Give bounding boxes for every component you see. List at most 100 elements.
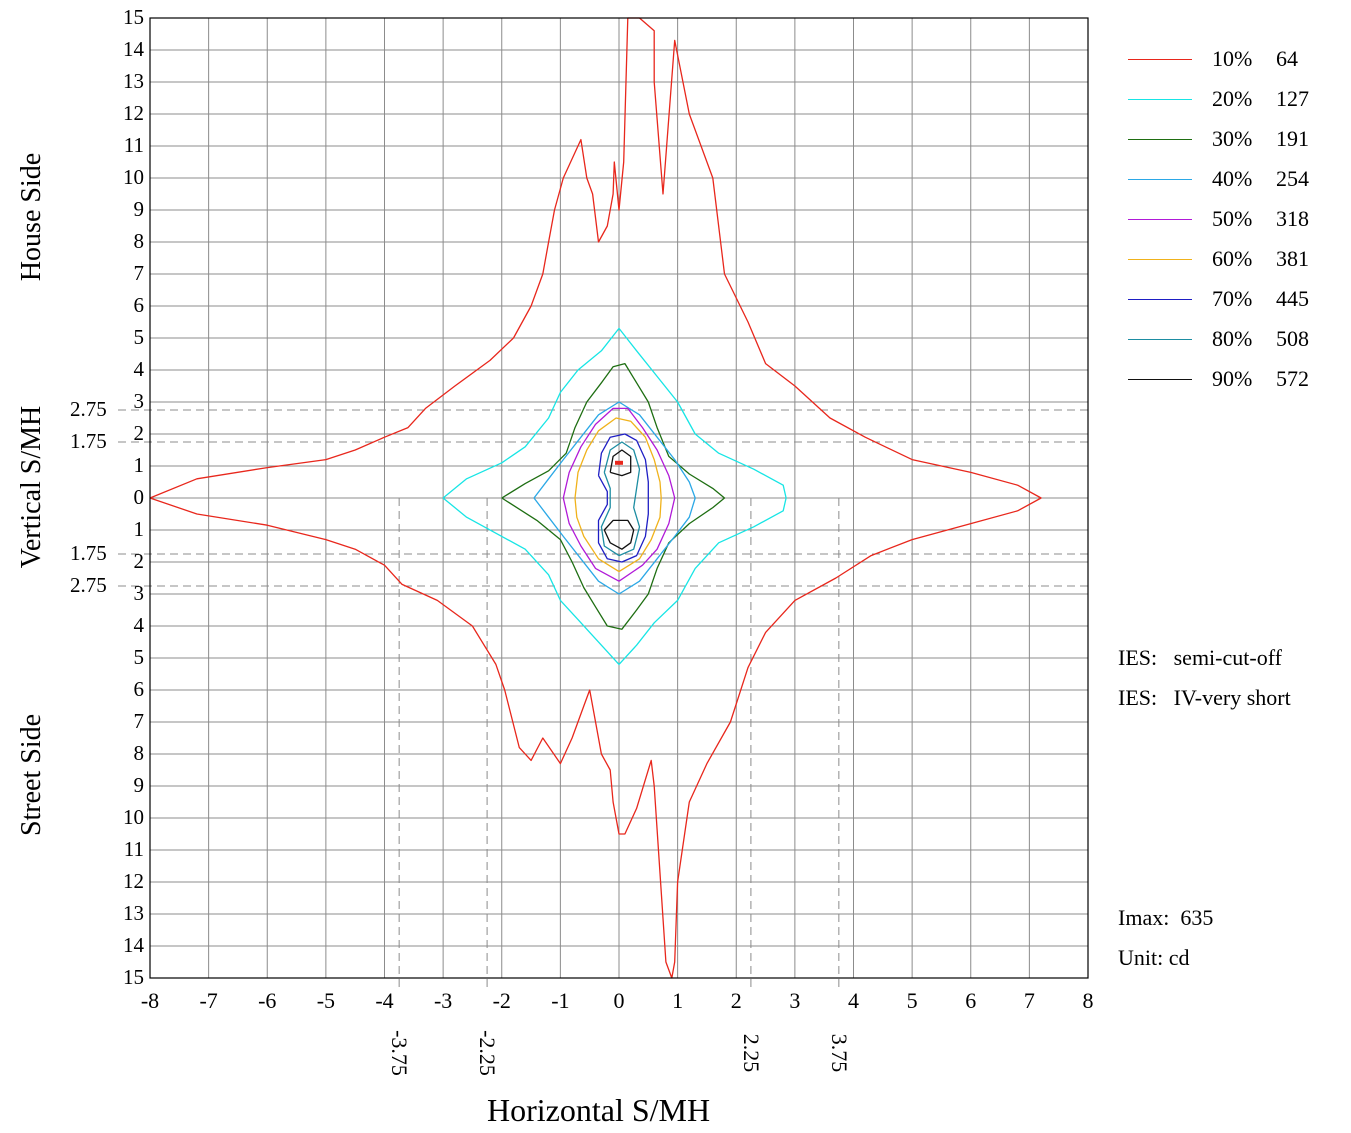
legend-item: 40% 254 <box>1128 160 1351 200</box>
legend-percent: 20% <box>1212 86 1253 111</box>
ies-type-label: IES: IV-very short <box>1118 685 1291 710</box>
y-axis-title: Vertical S/MH <box>16 405 47 569</box>
ref-hline-label: 2.75 <box>70 397 107 421</box>
y-tick-label: 9 <box>133 773 145 797</box>
legend-percent: 70% <box>1212 286 1253 311</box>
legend-item: 20% 127 <box>1128 80 1351 120</box>
legend-swatch <box>1128 379 1192 380</box>
y-tick-label: 2 <box>133 549 145 573</box>
legend-percent: 10% <box>1212 46 1253 71</box>
y-tick-label: 5 <box>133 325 145 349</box>
legend-percent: 30% <box>1212 126 1253 151</box>
legend-swatch <box>1128 219 1192 220</box>
y-tick-label: 3 <box>133 581 145 605</box>
legend-percent: 60% <box>1212 246 1253 271</box>
contour-70pct <box>597 433 649 563</box>
contour-80pct <box>600 441 641 557</box>
legend-swatch <box>1128 99 1192 100</box>
y-tick-label: 7 <box>133 709 145 733</box>
contour-20pct <box>442 327 787 666</box>
x-tick-label: 0 <box>613 988 625 1013</box>
y-tick-label: 4 <box>133 357 145 381</box>
ref-vline-label: 2.25 <box>738 1033 764 1073</box>
x-tick-label: -2 <box>492 988 511 1013</box>
y-tick-label: 9 <box>133 197 145 221</box>
legend-percent: 40% <box>1212 166 1253 191</box>
plot-frame <box>149 17 1089 979</box>
y-tick-label: 1 <box>133 517 145 541</box>
ies-cutoff-label: IES: semi-cut-off <box>1118 645 1282 670</box>
y-tick-label: 12 <box>123 101 144 125</box>
legend-item: 80% 508 <box>1128 320 1351 360</box>
grid-lines <box>149 17 1089 979</box>
legend-value: 127 <box>1276 86 1309 111</box>
contour-10pct <box>149 17 1042 979</box>
y-tick-label: 15 <box>123 965 144 989</box>
y-tick-label: 8 <box>133 741 145 765</box>
y-tick-label: 13 <box>123 69 144 93</box>
x-tick-label: 5 <box>906 988 918 1013</box>
y-tick-label: 1 <box>133 453 145 477</box>
x-tick-label: -3 <box>433 988 453 1013</box>
contour-90pct <box>603 519 635 550</box>
legend-swatch <box>1128 59 1192 60</box>
imax-label: Imax: 635 <box>1118 905 1214 930</box>
legend-percent: 80% <box>1212 326 1253 351</box>
y-tick-label: 14 <box>123 933 144 957</box>
y-tick-label: 2 <box>133 421 145 445</box>
legend-value: 254 <box>1276 166 1309 191</box>
y-tick-label: 11 <box>123 133 144 157</box>
legend-value: 508 <box>1276 326 1309 351</box>
legend-value: 318 <box>1276 206 1309 231</box>
legend-value: 381 <box>1276 246 1309 271</box>
legend-swatch <box>1128 139 1192 140</box>
y-tick-label: 11 <box>123 837 144 861</box>
x-tick-label: -1 <box>551 988 570 1013</box>
contour-50pct <box>562 407 676 582</box>
y-tick-label: 12 <box>123 869 144 893</box>
y-tick-label: 6 <box>133 293 145 317</box>
y-tick-label: 0 <box>133 485 145 509</box>
legend-value: 445 <box>1276 286 1309 311</box>
legend-swatch <box>1128 299 1192 300</box>
y-tick-label: 7 <box>133 261 145 285</box>
ref-hline-label: 2.75 <box>70 573 107 597</box>
legend-item: 70% 445 <box>1128 280 1351 320</box>
y-tick-label: 3 <box>133 389 145 413</box>
x-tick-label: -7 <box>199 988 218 1013</box>
x-tick-label: -6 <box>258 988 277 1013</box>
x-tick-label: -4 <box>375 988 394 1013</box>
ref-vline-label: -2.25 <box>475 1030 501 1076</box>
contour-30pct <box>501 362 726 630</box>
x-tick-label: 4 <box>848 988 859 1013</box>
street-side-label: Street Side <box>16 713 47 837</box>
x-axis-title: Horizontal S/MH <box>487 1092 711 1128</box>
legend-item: 30% 191 <box>1128 120 1351 160</box>
x-tick-label: 6 <box>965 988 977 1013</box>
legend: 10% 64 20% 127 30% 191 40% 254 50% 318 60% 381 70% 44… <box>1128 40 1351 400</box>
y-tick-label: 10 <box>123 165 144 189</box>
unit-label: Unit: cd <box>1118 945 1190 970</box>
legend-swatch <box>1128 259 1192 260</box>
ref-hline-label: 1.75 <box>70 429 107 453</box>
y-tick-label: 4 <box>133 613 145 637</box>
y-tick-label: 14 <box>123 37 144 61</box>
y-tick-label: 13 <box>123 901 144 925</box>
legend-swatch <box>1128 339 1192 340</box>
x-tick-label: 2 <box>730 988 742 1013</box>
reference-lines <box>118 409 1088 990</box>
legend-value: 572 <box>1276 366 1309 391</box>
contour-40pct <box>533 401 696 595</box>
legend-value: 191 <box>1276 126 1309 151</box>
y-tick-label: 5 <box>133 645 145 669</box>
legend-swatch <box>1128 179 1192 180</box>
y-tick-label: 6 <box>133 677 145 701</box>
legend-percent: 50% <box>1212 206 1253 231</box>
y-tick-label: 15 <box>123 5 144 29</box>
contour-lines <box>149 17 1042 979</box>
legend-item: 10% 64 <box>1128 40 1351 80</box>
legend-item: 90% 572 <box>1128 360 1351 400</box>
x-tick-label: 1 <box>672 988 684 1013</box>
legend-item: 60% 381 <box>1128 240 1351 280</box>
